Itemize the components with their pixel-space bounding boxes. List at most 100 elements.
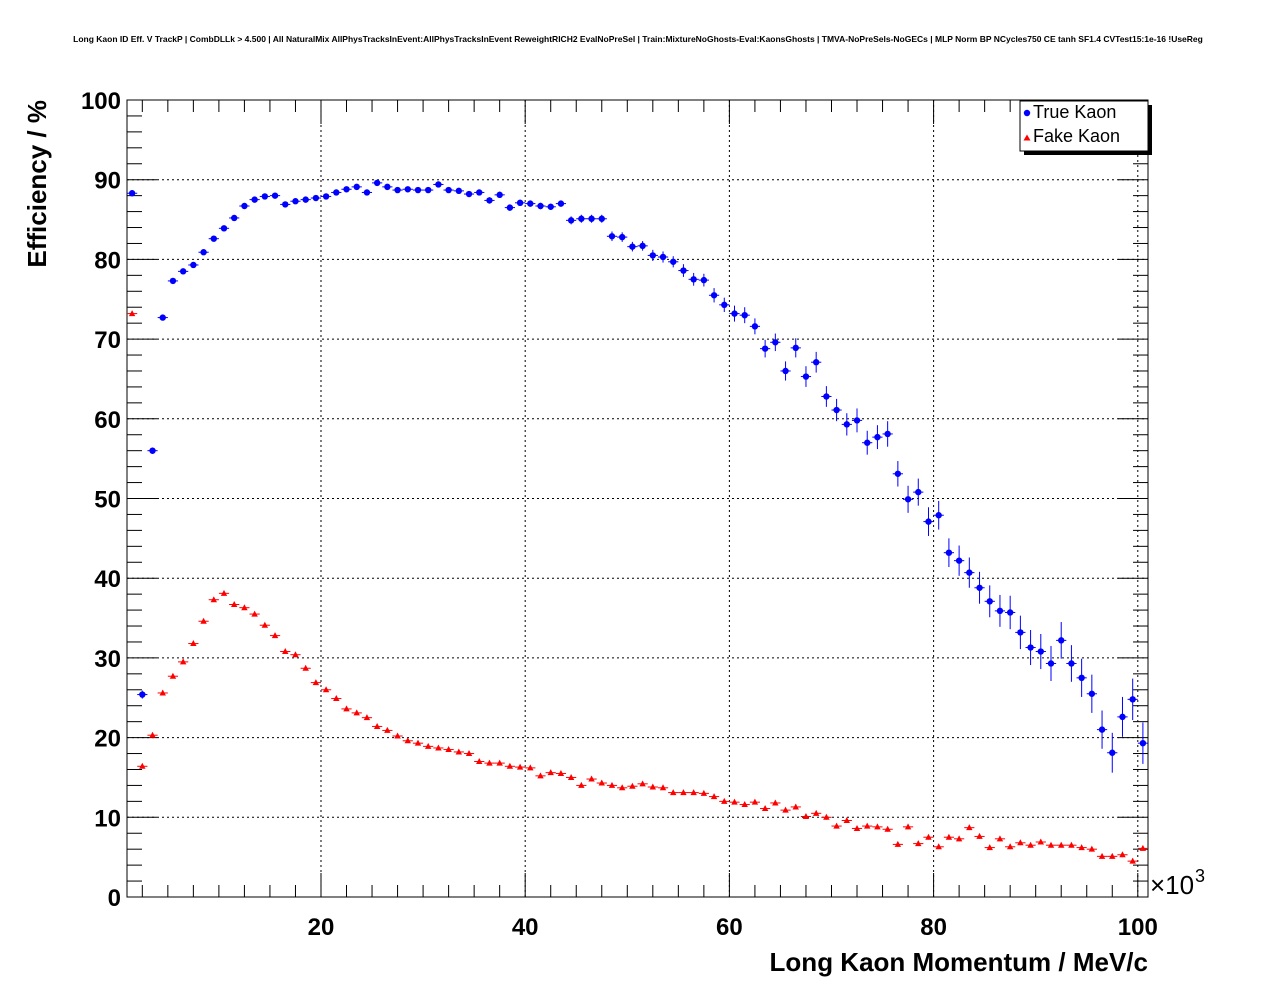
data-point (343, 186, 350, 193)
data-point (782, 367, 789, 375)
data-point (680, 267, 687, 274)
y-tick-label: 40 (94, 566, 121, 593)
data-point (333, 695, 340, 702)
data-point (966, 569, 973, 576)
data-point (925, 518, 932, 525)
x-tick-label: 80 (920, 914, 947, 941)
data-point (761, 805, 769, 812)
data-point (986, 844, 993, 851)
data-point (557, 769, 565, 776)
data-point (659, 784, 667, 791)
legend: True Kaon Fake Kaon (1019, 100, 1152, 155)
data-point (884, 825, 891, 832)
data-point (1098, 726, 1106, 733)
data-point (557, 200, 565, 207)
data-point (1109, 749, 1116, 756)
data-point (659, 253, 667, 261)
data-point (1139, 739, 1147, 747)
data-point (915, 488, 922, 496)
data-point (843, 816, 851, 823)
data-point (251, 196, 258, 203)
data-point (537, 202, 544, 210)
data-point (516, 199, 524, 207)
data-point (751, 798, 759, 805)
data-point (302, 664, 309, 671)
data-point (261, 193, 269, 200)
data-point (925, 833, 932, 840)
data-point (384, 726, 391, 733)
data-point (670, 258, 677, 265)
y-tick-label: 30 (94, 646, 121, 673)
data-point (823, 393, 830, 400)
data-point (476, 189, 483, 196)
data-point (1078, 844, 1085, 851)
y-tick-label: 100 (81, 88, 121, 115)
data-point (414, 739, 422, 746)
data-point (874, 433, 881, 441)
data-point (159, 689, 166, 696)
data-point (271, 192, 279, 199)
data-point (904, 823, 912, 830)
axis-tick-labels: 20 40 60 80 100 0 10 20 30 40 50 60 70 80 90 100 (81, 88, 1158, 941)
data-point (986, 598, 993, 605)
data-point (139, 691, 146, 698)
data-point (670, 789, 677, 796)
data-point (435, 744, 442, 751)
data-point (1139, 844, 1147, 851)
y-axis-label: Efficiency / % (22, 100, 52, 268)
y-tick-label: 90 (94, 168, 121, 195)
data-point (578, 215, 585, 222)
data-point (823, 813, 830, 820)
data-point (945, 833, 953, 840)
data-point (996, 835, 1004, 842)
data-point (721, 301, 728, 309)
data-point (721, 797, 728, 804)
data-point (455, 187, 463, 195)
data-point (1088, 690, 1096, 697)
data-point (578, 781, 585, 788)
data-point (955, 835, 963, 842)
data-point (884, 430, 891, 438)
data-point (128, 310, 136, 317)
data-point (149, 731, 156, 738)
data-point (537, 772, 544, 779)
data-point (384, 183, 391, 191)
data-point (282, 648, 289, 655)
data-point (955, 557, 963, 564)
data-point (935, 843, 942, 850)
data-point (210, 596, 217, 603)
data-point (1119, 713, 1126, 721)
data-point (629, 243, 636, 250)
data-point (486, 759, 493, 766)
data-point (139, 762, 146, 769)
y-tick-label: 0 (108, 885, 121, 912)
x-tick-label: 40 (512, 914, 539, 941)
data-point (731, 798, 738, 805)
data-point (598, 215, 605, 222)
data-point (782, 806, 789, 813)
legend-box (1019, 100, 1149, 152)
data-point (231, 601, 238, 608)
data-point (445, 746, 452, 753)
data-point (465, 750, 473, 757)
data-point (527, 200, 534, 207)
data-point (772, 339, 779, 346)
data-point (976, 832, 983, 839)
data-point (1058, 841, 1065, 848)
y-tick-label: 60 (94, 407, 121, 434)
x-tick-label: 60 (716, 914, 743, 941)
data-point (179, 268, 187, 275)
data-point (690, 789, 697, 796)
data-point (618, 233, 626, 241)
data-series (127, 179, 1148, 864)
data-point (149, 447, 156, 454)
data-point (547, 203, 554, 210)
data-point (649, 783, 657, 790)
data-point (772, 799, 779, 806)
data-point (128, 190, 136, 197)
data-point (527, 764, 534, 771)
data-point (271, 632, 279, 639)
data-point (424, 186, 432, 194)
data-point (935, 512, 942, 519)
